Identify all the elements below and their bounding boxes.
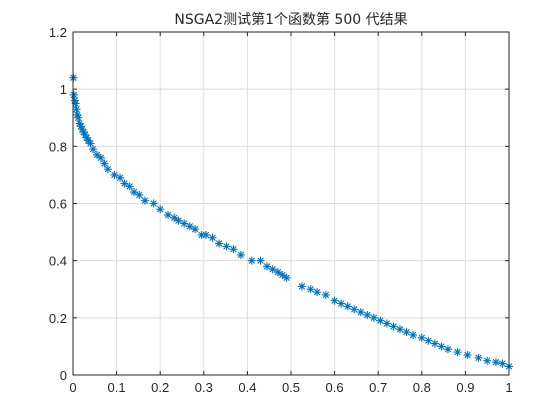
data-point <box>89 145 98 154</box>
data-point <box>330 296 339 305</box>
data-point <box>263 262 272 271</box>
data-point <box>72 105 81 114</box>
data-point <box>229 245 238 254</box>
chart-title: NSGA2测试第1个函数第 500 代结果 <box>174 11 407 28</box>
data-point <box>236 250 245 259</box>
data-point <box>453 348 462 357</box>
data-point <box>389 322 398 331</box>
data-point <box>247 256 256 265</box>
data-point <box>350 305 359 314</box>
data-point <box>116 173 125 182</box>
data-point <box>313 288 322 297</box>
data-point <box>74 113 83 122</box>
data-point <box>86 139 95 148</box>
data-point <box>382 319 391 328</box>
data-point <box>402 328 411 337</box>
x-tick-label: 0.4 <box>238 380 256 395</box>
data-point <box>120 179 129 188</box>
data-point <box>443 345 452 354</box>
data-point <box>474 353 483 362</box>
x-tick-label: 0 <box>69 380 76 395</box>
data-point <box>135 190 144 199</box>
data-point <box>297 282 306 291</box>
data-point <box>180 219 189 228</box>
data-point <box>69 90 78 99</box>
data-point <box>100 159 109 168</box>
data-point <box>363 310 372 319</box>
data-point <box>222 242 231 251</box>
x-tick-label: 0.3 <box>195 380 213 395</box>
data-point <box>103 165 112 174</box>
data-point <box>437 342 446 351</box>
data-point <box>491 358 500 367</box>
data-point <box>191 225 200 234</box>
y-tick-label: 1 <box>60 82 67 97</box>
data-point <box>156 205 165 214</box>
data-point <box>483 356 492 365</box>
y-tick-label: 0.6 <box>49 197 67 212</box>
y-tick-label: 1.2 <box>49 25 67 40</box>
data-point <box>164 210 173 219</box>
data-point <box>149 199 158 208</box>
x-tick-label: 1 <box>505 380 512 395</box>
data-point <box>215 239 224 248</box>
data-point <box>110 170 119 179</box>
data-point <box>424 336 433 345</box>
data-point <box>125 182 134 191</box>
data-point <box>174 216 183 225</box>
data-point <box>201 230 210 239</box>
y-tick-label: 0.8 <box>49 139 67 154</box>
x-tick-label: 0.8 <box>413 380 431 395</box>
data-point <box>282 273 291 282</box>
y-tick-label: 0.2 <box>49 311 67 326</box>
data-point <box>321 290 330 299</box>
data-point <box>498 359 507 368</box>
data-point <box>130 188 139 197</box>
data-point <box>376 316 385 325</box>
axes-box <box>72 31 510 376</box>
data-point <box>306 285 315 294</box>
data-point <box>140 196 149 205</box>
data-point <box>417 333 426 342</box>
data-point <box>463 350 472 359</box>
x-tick-label: 0.2 <box>151 380 169 395</box>
data-point <box>278 270 287 279</box>
data-point <box>369 313 378 322</box>
x-tick-label: 0.9 <box>456 380 474 395</box>
data-point <box>256 256 265 265</box>
axes <box>72 31 510 376</box>
x-tick-label: 0.5 <box>282 380 300 395</box>
data-point <box>170 213 179 222</box>
data-point <box>396 325 404 334</box>
data-point <box>343 302 352 311</box>
data-point <box>356 308 365 317</box>
data-point <box>430 339 439 348</box>
x-tick-label: 0.6 <box>326 380 344 395</box>
data-point <box>208 233 217 242</box>
data-point <box>96 153 105 162</box>
y-tick-label: 0.4 <box>49 254 67 269</box>
data-point <box>409 330 418 339</box>
x-tick-label: 0.7 <box>369 380 387 395</box>
data-point <box>337 299 346 308</box>
data-point <box>273 268 282 277</box>
tick-labels: 0 0.1 0.2 0.3 0.4 0.5 0.6 0.7 0.8 0.9 1 0 0.2 0.4 0.6 0… <box>49 25 513 395</box>
y-tick-label: 0 <box>60 368 67 383</box>
x-tick-label: 0.1 <box>108 380 126 395</box>
